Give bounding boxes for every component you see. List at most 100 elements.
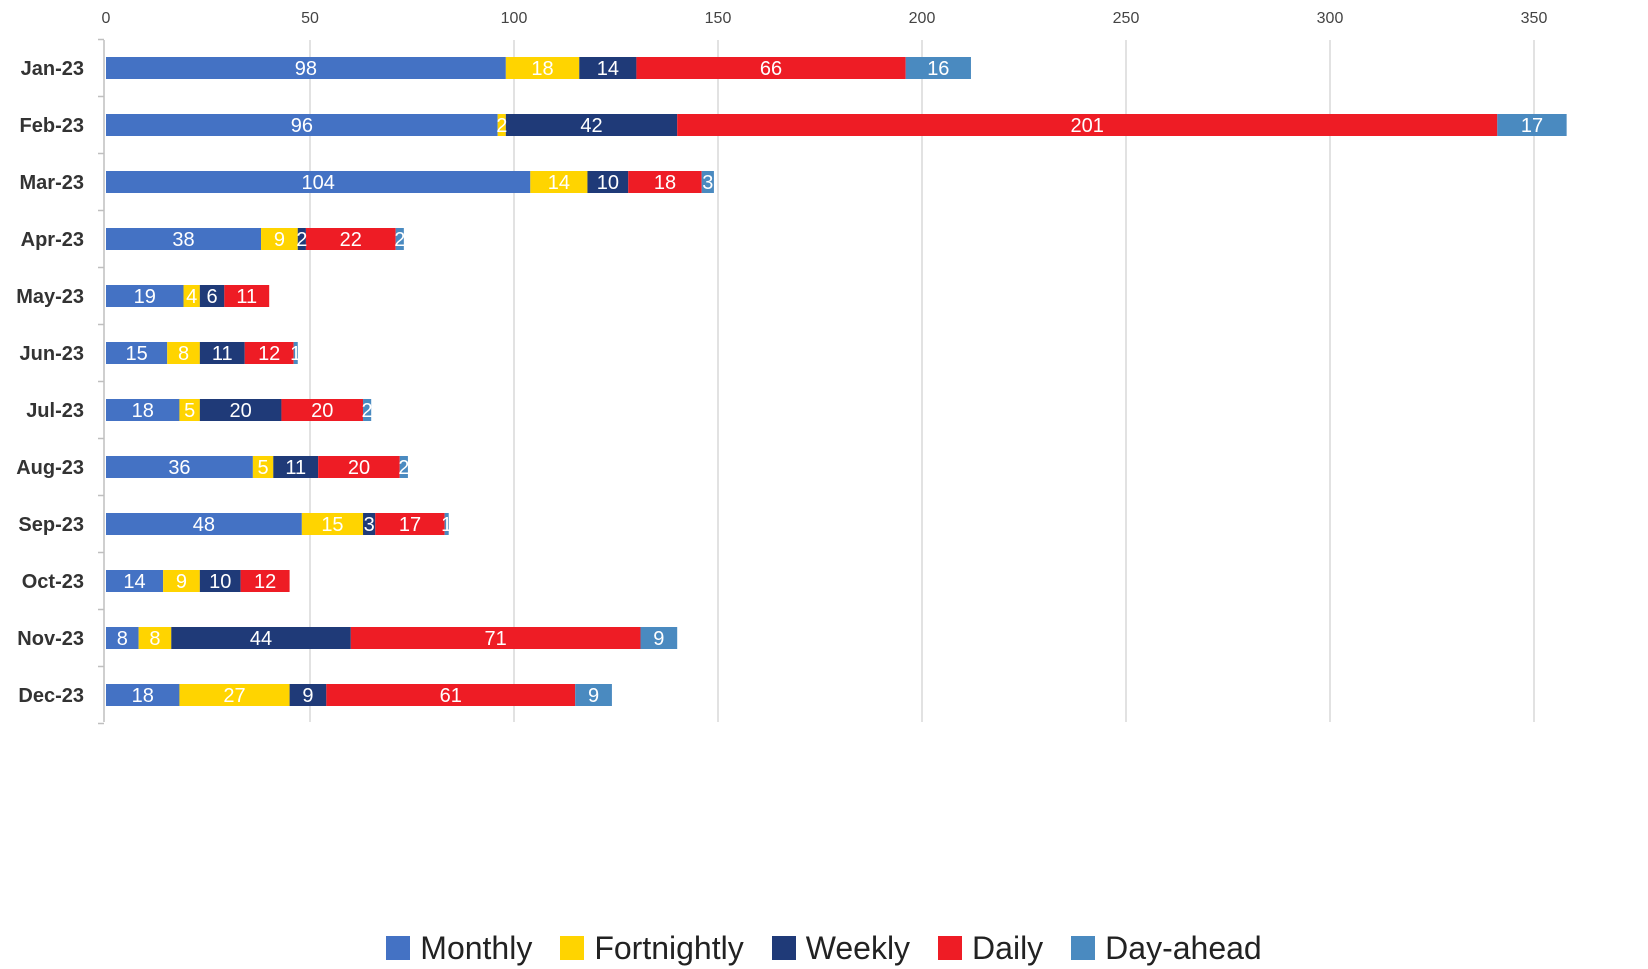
legend-swatch [938, 936, 963, 960]
data-label: 71 [485, 628, 507, 650]
category-label: May-23 [16, 286, 84, 308]
bar-segment [106, 228, 262, 250]
data-label: 2 [398, 457, 409, 479]
data-label: 20 [230, 400, 252, 422]
data-label: 22 [340, 229, 362, 251]
bar-segment [530, 171, 588, 193]
bar-segment [244, 342, 294, 364]
bar-segment [106, 114, 498, 136]
data-label: 17 [399, 514, 421, 536]
legend-item: Weekly [771, 929, 911, 967]
data-label: 44 [250, 628, 272, 650]
category-label: Apr-23 [21, 229, 84, 251]
category-label: Jun-23 [20, 343, 84, 365]
bar-segment [240, 570, 290, 592]
legend-item: Monthly [386, 930, 532, 967]
data-label: 104 [301, 172, 334, 194]
legend-swatch [1071, 936, 1096, 960]
data-label: 11 [236, 286, 257, 308]
data-label: 14 [548, 172, 570, 194]
bar-segment [106, 513, 302, 535]
x-tick-label: 150 [705, 10, 732, 27]
data-label: 5 [184, 400, 195, 422]
data-label: 11 [285, 457, 306, 479]
bar-segment [106, 399, 180, 421]
axes: 0 50 100 150 200 250 300 350 [98, 10, 1547, 725]
bar-segment [363, 399, 372, 421]
legend-label: Daily [972, 929, 1044, 966]
bar-segment [199, 399, 282, 421]
legend-label: Fortnightly [594, 929, 744, 966]
bar-segment [350, 627, 641, 649]
data-label: 17 [1521, 115, 1543, 137]
bar-segment [497, 114, 506, 136]
legend-swatch [560, 936, 585, 960]
bar-segment [106, 342, 168, 364]
category-label: Jul-23 [26, 400, 84, 422]
bar-segment [106, 570, 164, 592]
data-label: 15 [125, 343, 147, 365]
bar-segment [289, 684, 327, 706]
bars [106, 57, 1567, 706]
data-label: 6 [207, 286, 218, 308]
bar-segment [199, 570, 241, 592]
data-label: 14 [123, 571, 145, 593]
bar-segment [505, 114, 678, 136]
data-label: 1 [441, 514, 452, 536]
legend: Monthly Fortnightly Weekly Daily Day-ahead [0, 928, 1648, 968]
bar-segment [171, 627, 351, 649]
category-label: Nov-23 [17, 628, 84, 650]
data-label: 9 [176, 571, 187, 593]
legend-label: Weekly [805, 929, 911, 966]
data-label: 8 [117, 628, 128, 650]
data-label: 3 [364, 514, 375, 536]
data-label: 66 [760, 58, 782, 80]
legend-item: Daily [938, 930, 1043, 967]
bar-segment [677, 114, 1498, 136]
data-label: 11 [212, 343, 233, 365]
data-label: 9 [274, 229, 285, 251]
data-label: 18 [531, 58, 553, 80]
data-label: 4 [186, 286, 197, 308]
bar-segment [106, 285, 184, 307]
bar-segment [293, 342, 298, 364]
x-tick-label: 100 [501, 10, 528, 27]
bar-segment [138, 627, 172, 649]
x-tick-label: 250 [1113, 10, 1140, 27]
bar-segment [224, 285, 270, 307]
category-label: Feb-23 [20, 115, 84, 137]
data-label: 96 [291, 115, 313, 137]
data-label: 9 [588, 685, 599, 707]
category-label: Jan-23 [21, 58, 84, 80]
data-label: 42 [580, 115, 602, 137]
legend-swatch [771, 936, 796, 960]
data-label: 38 [172, 229, 194, 251]
data-label: 1 [290, 343, 301, 365]
bar-segment [252, 456, 274, 478]
bar-segment [261, 228, 298, 250]
data-label: 2 [394, 229, 405, 251]
data-label: 10 [597, 172, 619, 194]
bar-segment [273, 456, 319, 478]
x-tick-label: 200 [909, 10, 936, 27]
bar-segment [199, 285, 225, 307]
bar-segment [106, 684, 180, 706]
data-label: 36 [168, 457, 190, 479]
bar-segment [301, 513, 364, 535]
data-label: 18 [132, 400, 154, 422]
category-label: Aug-23 [16, 457, 84, 479]
bar-segment [1497, 114, 1567, 136]
bar-segment [575, 684, 612, 706]
bar-segment [106, 456, 253, 478]
x-tick-label: 0 [102, 10, 111, 27]
bar-segment [505, 57, 580, 79]
bar-segment [163, 570, 200, 592]
data-label: 9 [653, 628, 664, 650]
bar-segment [579, 57, 637, 79]
gridlines [309, 40, 1535, 722]
bar-segment [106, 171, 531, 193]
bar-segment [636, 57, 906, 79]
legend-label: Monthly [420, 929, 533, 966]
data-label: 18 [132, 685, 154, 707]
